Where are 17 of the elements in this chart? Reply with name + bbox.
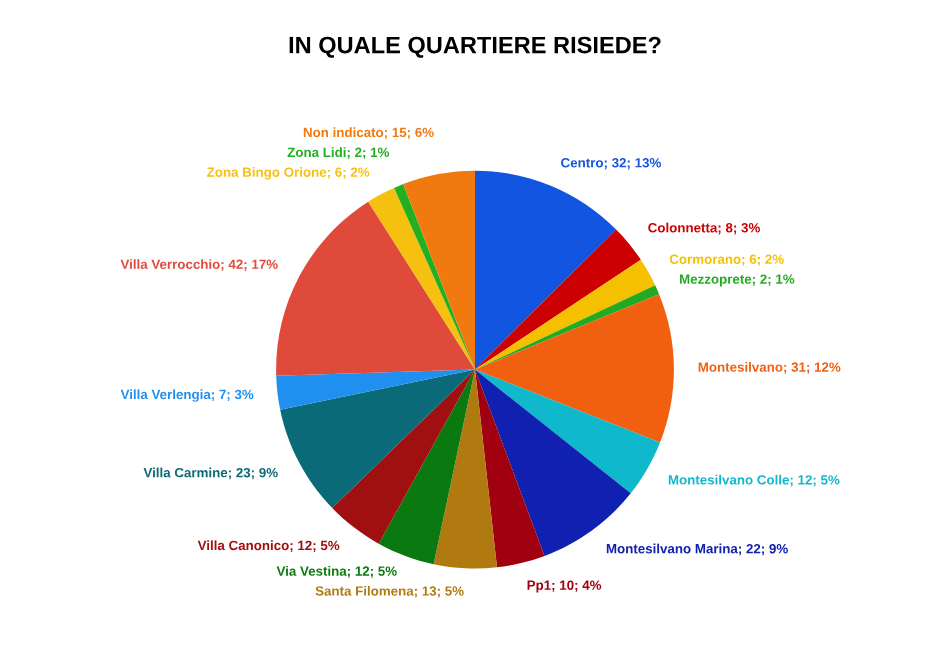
pie-slice [475,294,674,443]
pie-slice [475,285,660,370]
chart-title: IN QUALE QUARTIERE RISIEDE? [289,36,661,58]
pie-slice [378,369,475,565]
pie-slice [475,369,545,568]
pie-slice [475,259,656,370]
pie-slice [433,369,498,569]
pie-slice [276,369,475,410]
pie-slice [475,170,617,370]
pie-slice [368,187,475,370]
pie-slice [403,170,475,370]
pie-slice [394,184,475,370]
pie-slice [280,369,475,509]
pie-slice [276,201,475,376]
pie-slice [332,369,475,544]
pie-slice [475,369,661,494]
pie-slice [475,229,641,370]
